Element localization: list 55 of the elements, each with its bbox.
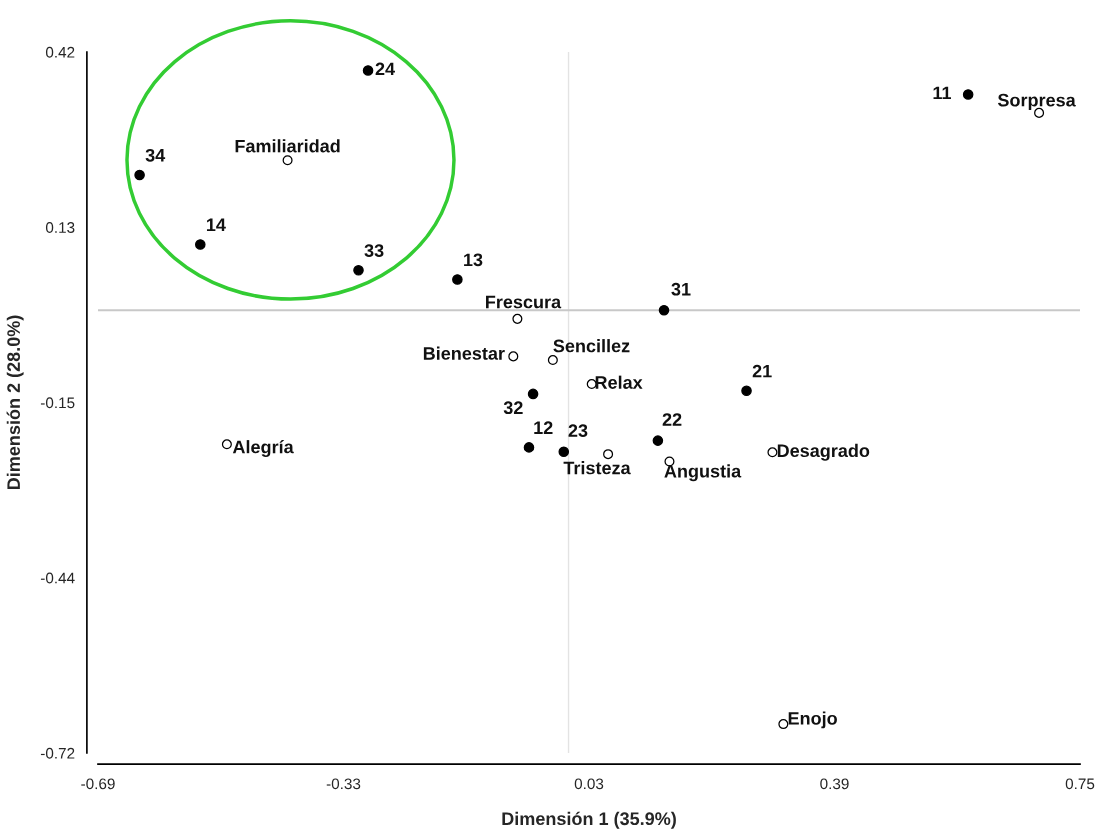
point <box>221 439 232 450</box>
annotation: 14 <box>206 218 226 231</box>
annotation: 24 <box>375 62 395 76</box>
x-axis-title: Dimensión 1 (35.9%) <box>502 811 676 829</box>
annotation: 11 <box>933 86 951 100</box>
point <box>741 385 752 397</box>
annotation: Frescura <box>486 295 562 309</box>
point <box>547 355 558 366</box>
point <box>652 435 664 446</box>
annotation: Enojo <box>788 711 837 729</box>
point <box>362 65 374 76</box>
point <box>603 449 614 460</box>
annotation: 21 <box>752 364 772 378</box>
x-tick-label: -0.69 <box>81 778 115 790</box>
point <box>767 447 778 458</box>
point <box>353 265 364 276</box>
annotation: Sencillez <box>553 339 630 353</box>
annotation: Sorpresa <box>997 93 1076 111</box>
x-tick-label: 0.75 <box>1065 778 1095 790</box>
annotation: Familiaridad <box>235 139 340 153</box>
point <box>778 719 789 730</box>
y-tick-label: -0.72 <box>40 747 75 759</box>
annotation: 13 <box>464 253 483 267</box>
x-tick-label: 0.03 <box>574 778 604 790</box>
annotation: 22 <box>662 413 682 426</box>
point <box>962 89 974 100</box>
point <box>558 446 570 457</box>
annotation: 33 <box>364 244 384 258</box>
annotation: 23 <box>568 424 588 438</box>
point <box>512 313 523 324</box>
y-tick-label: -0.15 <box>40 397 75 409</box>
y-tick-label: 0.13 <box>45 222 75 233</box>
annotation: 32 <box>503 401 523 415</box>
x-tick-label: 0.39 <box>820 778 849 790</box>
y-axis-title: Dimensión 2 (28.0%) <box>6 315 24 490</box>
point <box>508 351 519 362</box>
annotation: Relax <box>595 375 643 389</box>
annotation: 31 <box>671 282 691 296</box>
annotation: 34 <box>145 148 166 162</box>
point <box>658 304 670 316</box>
annotation: Desagrado <box>777 443 870 461</box>
point <box>527 388 539 400</box>
y-tick-label: 0.42 <box>45 46 75 58</box>
annotation: Tristeza <box>563 461 631 475</box>
point <box>282 155 293 166</box>
point <box>134 169 145 181</box>
annotation: Alegría <box>232 439 294 458</box>
annotation: 12 <box>534 421 553 434</box>
annotation: Bienestar <box>423 346 505 360</box>
point <box>452 274 463 285</box>
point <box>523 442 535 453</box>
y-tick-label: -0.44 <box>40 572 75 584</box>
annotation: Angustia <box>664 464 742 482</box>
point <box>195 239 206 250</box>
x-tick-label: -0.33 <box>326 778 361 790</box>
